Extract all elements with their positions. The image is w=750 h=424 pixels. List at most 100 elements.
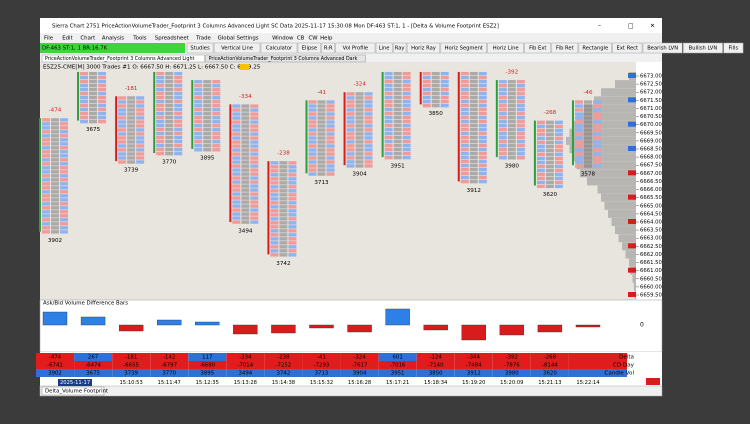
volume-profile-edge [628,243,636,249]
toolbar-button-label[interactable]: Rectangle [582,46,608,52]
menu-item[interactable]: Global Settings [218,36,259,42]
footprint-cell [402,103,411,108]
footprint-cell [250,184,259,188]
toolbar-button[interactable] [551,42,579,54]
toolbar-button[interactable] [335,42,376,54]
footprint-cell [241,108,250,112]
toolbar-button-label[interactable]: Ray [395,46,405,52]
footprint-cell [194,116,203,120]
toolbar-button[interactable] [440,42,487,54]
menu-item[interactable]: Edit [62,36,72,42]
footprint-cell [194,132,203,136]
menu-item[interactable]: Analysis [102,36,124,42]
chart-tab[interactable] [41,54,205,63]
footprint-cell [174,123,183,128]
toolbar-button[interactable] [375,42,393,54]
toolbar-button-label[interactable]: Line [379,46,390,52]
footprint-cell [574,148,583,152]
menu-item[interactable]: Window [272,36,294,42]
footprint-cell [194,112,203,116]
footprint-cell [241,128,250,132]
footer-tab[interactable] [41,386,105,396]
bar-total: 3770 [162,160,177,166]
toolbar-button[interactable] [260,42,298,54]
menu-item[interactable]: Tools [132,36,146,42]
toolbar-button-label[interactable]: Horiz Line [493,46,519,52]
footprint-cell [478,127,487,132]
toolbar-button[interactable] [392,42,407,54]
toolbar-button[interactable] [642,42,683,54]
difference-bar [271,324,296,334]
toolbar-button-label[interactable]: Fills [729,46,739,52]
price-label: 6670.50 [640,114,663,120]
toolbar-button-label[interactable]: Horiz Ray [411,46,436,52]
toolbar-button[interactable] [321,42,335,54]
footprint-cell [574,112,583,116]
menu-item[interactable]: Trade [195,36,211,42]
toolbar-button-label[interactable]: Bearish LVN [647,46,678,52]
candle-spine [153,71,156,154]
footprint-cell [250,192,259,196]
toolbar-button[interactable] [578,42,612,54]
toolbar-button[interactable] [406,42,441,54]
footprint-cell [574,104,583,108]
menu-item[interactable]: CB [297,36,305,42]
footprint-cell [288,193,297,197]
footprint-cell [279,197,288,201]
footprint-cell [51,190,59,194]
footprint-cell [250,128,259,132]
toolbar-button[interactable] [297,42,322,54]
toolbar-button-label[interactable]: Vol Profile [343,46,369,52]
toolbar-button[interactable] [186,42,214,54]
toolbar-button[interactable] [683,42,723,54]
volume-profile-bar [583,104,636,113]
footprint-cell [288,241,297,245]
footer-tab-label[interactable]: Delta_Volume Footprint [45,389,108,395]
close[interactable]: ✕ [650,23,655,30]
menu-item[interactable]: File [44,36,54,42]
footprint-cell [554,184,563,189]
footprint-cell [279,177,288,181]
footprint-cell [308,108,317,112]
footprint-cell [460,147,469,152]
footprint-cell [402,71,411,76]
toolbar-button[interactable] [524,42,552,54]
footprint-cell [516,124,525,128]
toolbar-button-label[interactable]: Elipse [302,46,317,52]
footprint-cell [60,170,68,174]
menu-item[interactable]: CW [309,36,319,42]
toolbar-button-label[interactable]: Fib Ret [556,46,574,52]
footprint-cell [156,99,165,104]
toolbar-button-label[interactable]: R:R [324,46,333,52]
footprint-cell [469,83,478,88]
toolbar-button[interactable] [487,42,524,54]
toolbar-button-label[interactable]: Studies [190,46,210,52]
toolbar-button-label[interactable]: Horiz Segment [445,46,483,52]
footprint-cell [469,163,478,168]
toolbar-button-label[interactable]: Vertical Line [221,46,253,52]
maximize[interactable]: □ [628,23,634,30]
chart-tab-label[interactable]: PriceActionVolumeTrader_Footprint 3 Colu… [45,56,194,62]
menu-item[interactable]: Spreadsheet [155,36,189,42]
toolbar-button[interactable] [612,42,643,54]
menu-item[interactable]: Chart [80,36,95,42]
footprint-cell [156,91,165,96]
footprint-cell [478,91,487,96]
toolbar-button-label[interactable]: Ext Rect [617,46,638,52]
chart-tab[interactable] [205,54,366,63]
table-cell [264,353,303,361]
toolbar-button-label[interactable]: Calculator [266,46,293,52]
toolbar-button[interactable] [213,42,261,54]
footprint-cell [270,245,279,249]
menu-item[interactable]: Help [320,36,333,42]
minimize[interactable]: – [598,23,601,30]
footprint-cell [574,120,583,124]
footprint-cell [42,150,50,154]
toolbar-button[interactable] [723,42,744,54]
chart-tab-label[interactable]: PriceActionVolumeTrader_Footprint 3 Colu… [209,56,358,62]
footprint-cell [554,156,563,161]
toolbar-button-label[interactable]: Bullish LVN [689,46,718,52]
table-value: -392 [506,355,518,361]
footprint-cell [288,225,297,229]
toolbar-button-label[interactable]: Fib Ext [529,46,546,52]
